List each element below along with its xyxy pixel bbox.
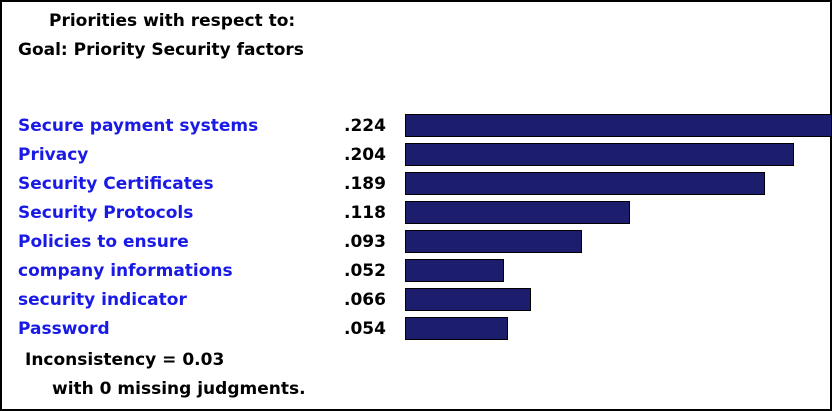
category-label: Secure payment systems xyxy=(18,116,259,136)
value-label: .118 xyxy=(344,203,386,223)
inconsistency-text: Inconsistency = 0.03 xyxy=(25,350,225,370)
category-label: Security Protocols xyxy=(18,203,194,223)
category-label: Policies to ensure xyxy=(18,232,189,252)
value-label: .066 xyxy=(344,290,386,310)
chart-row: company informations .052 xyxy=(2,257,832,286)
chart-row: Security Protocols .118 xyxy=(2,199,832,228)
category-label: Password xyxy=(18,319,110,339)
header-priorities-title: Priorities with respect to: xyxy=(49,11,296,31)
priority-bar xyxy=(405,201,630,224)
chart-row: security indicator .066 xyxy=(2,286,832,315)
priority-bar xyxy=(405,230,582,253)
priority-bar xyxy=(405,143,794,166)
priority-bar xyxy=(405,259,504,282)
category-label: Security Certificates xyxy=(18,174,214,194)
value-label: .054 xyxy=(344,319,386,339)
value-label: .052 xyxy=(344,261,386,281)
value-label: .093 xyxy=(344,232,386,252)
category-label: company informations xyxy=(18,261,233,281)
priority-bar xyxy=(405,114,832,137)
priority-bar xyxy=(405,172,765,195)
category-label: security indicator xyxy=(18,290,187,310)
header-goal: Goal: Priority Security factors xyxy=(18,40,304,60)
priority-bar xyxy=(405,288,531,311)
value-label: .204 xyxy=(344,145,386,165)
missing-judgments-text: with 0 missing judgments. xyxy=(52,379,306,399)
chart-row: Secure payment systems .224 xyxy=(2,112,832,141)
chart-row: Password .054 xyxy=(2,315,832,344)
chart-row: Policies to ensure .093 xyxy=(2,228,832,257)
priority-bar xyxy=(405,317,508,340)
chart-row: Privacy .204 xyxy=(2,141,832,170)
value-label: .189 xyxy=(344,174,386,194)
chart-row: Security Certificates .189 xyxy=(2,170,832,199)
value-label: .224 xyxy=(344,116,386,136)
category-label: Privacy xyxy=(18,145,89,165)
